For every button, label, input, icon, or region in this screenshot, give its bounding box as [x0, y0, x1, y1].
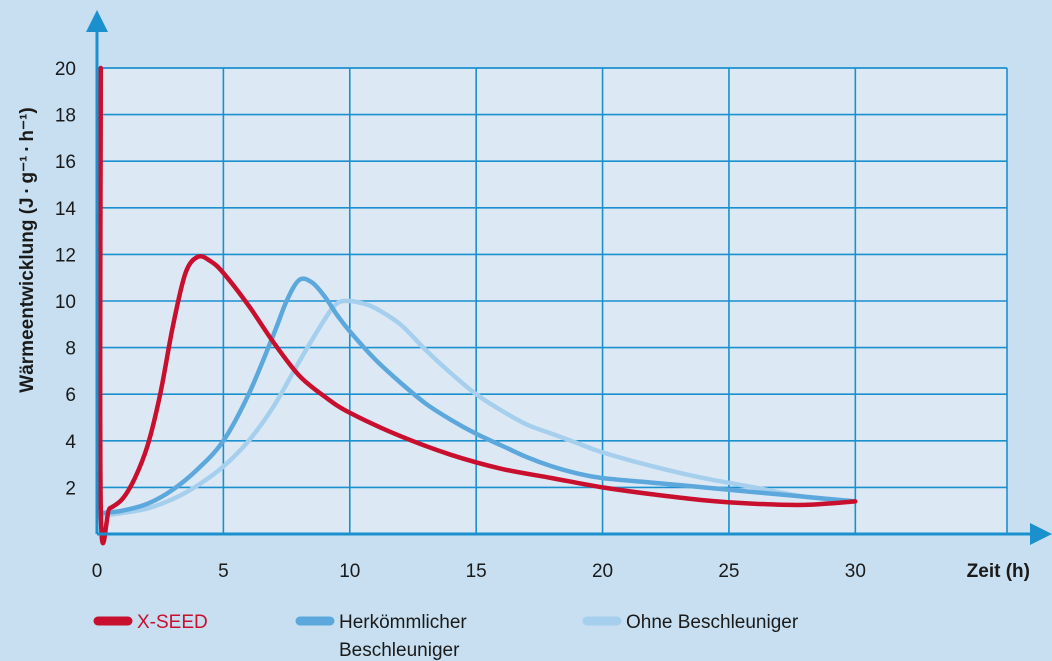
y-tick-label-8: 18: [55, 106, 76, 127]
series-line-1: [99, 276, 858, 516]
x-axis-title: Zeit (h): [967, 561, 1030, 582]
y-axis-title: Wärmeentwicklung (J · g⁻¹ · h⁻¹): [17, 107, 38, 392]
y-tick-label-9: 20: [55, 59, 76, 80]
x-tick-label-3: 15: [466, 561, 487, 582]
y-tick-label-4: 10: [55, 292, 76, 313]
legend-label-0: X-SEED: [137, 612, 208, 633]
y-tick-label-0: 2: [65, 478, 76, 499]
y-tick-label-2: 6: [65, 385, 76, 406]
axes: [86, 10, 1052, 545]
x-tick-label-0: 0: [92, 561, 103, 582]
x-axis-arrow: [1030, 523, 1052, 545]
series-lines: [97, 65, 858, 546]
y-tick-label-3: 8: [65, 339, 76, 360]
y-tick-label-5: 12: [55, 245, 76, 266]
x-tick-labels: 0 5 10 15 20 25 30: [92, 561, 866, 582]
legend-label-2: Ohne Beschleuniger: [626, 612, 799, 633]
x-tick-label-2: 10: [339, 561, 360, 582]
legend: X-SEED Herkömmlicher Beschleuniger Ohne Bes…: [93, 612, 799, 661]
series-line-2: [99, 298, 858, 518]
y-tick-label-7: 16: [55, 152, 76, 173]
x-tick-label-6: 30: [845, 561, 866, 582]
y-tick-label-1: 4: [65, 432, 76, 453]
y-tick-labels: 2 4 6 8 10 12 14 16 18 20: [55, 59, 77, 499]
series-line-0: [97, 65, 858, 546]
x-tick-label-5: 25: [718, 561, 739, 582]
y-axis-arrow: [86, 10, 108, 32]
x-tick-label-1: 5: [218, 561, 229, 582]
x-tick-label-4: 20: [592, 561, 613, 582]
y-tick-label-6: 14: [55, 199, 77, 220]
legend-label-1: Herkömmlicher Beschleuniger: [339, 612, 467, 661]
